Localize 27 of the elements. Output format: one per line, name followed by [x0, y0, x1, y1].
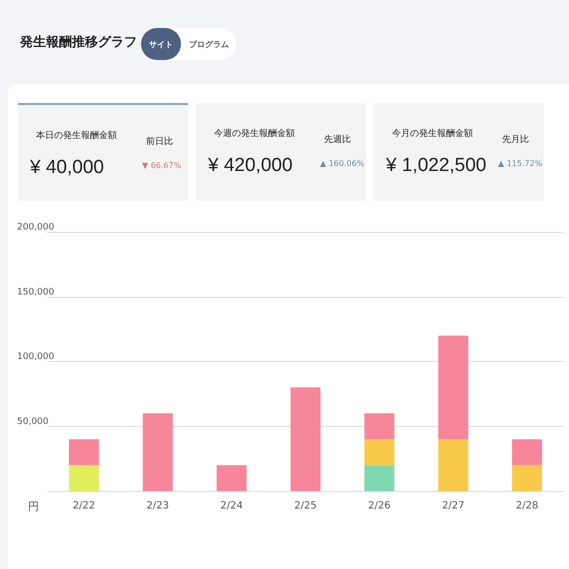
x-tick-label: 2/27: [442, 500, 464, 512]
text: 先週比: [324, 134, 351, 146]
text: ¥ 40,000: [30, 157, 104, 179]
x-tick-label: 2/26: [368, 500, 391, 512]
text: 今週の発生報酬金額: [214, 128, 295, 140]
text: ¥ 1,022,500: [386, 155, 486, 177]
y-axis-title: 円: [28, 500, 39, 513]
text: ▲ 115.72%: [498, 159, 542, 168]
x-tick-label: 2/22: [72, 500, 96, 512]
text: ▲ 160.06%: [320, 159, 364, 168]
y-tick-label: 200,000: [17, 222, 54, 232]
text: 今月の発生報酬金額: [392, 128, 473, 140]
text: 本日の発生報酬金額: [36, 130, 117, 142]
text: ▼ 66.67%: [142, 161, 182, 170]
x-tick-label: 2/24: [220, 500, 243, 512]
text: プログラム: [188, 38, 230, 50]
y-tick-label: 150,000: [17, 287, 54, 298]
x-tick-label: 2/25: [294, 500, 317, 512]
text: サイト: [141, 28, 181, 60]
x-tick-label: 2/28: [516, 500, 538, 512]
y-tick-label: 100,000: [17, 352, 54, 362]
text: 前日比: [146, 136, 173, 148]
text: ¥ 420,000: [208, 155, 293, 177]
y-tick-label: 50,000: [17, 416, 49, 427]
chart-title: 発生報酬推移グラフ: [20, 34, 137, 51]
text: 先月比: [502, 134, 529, 146]
x-tick-label: 2/23: [146, 500, 170, 512]
